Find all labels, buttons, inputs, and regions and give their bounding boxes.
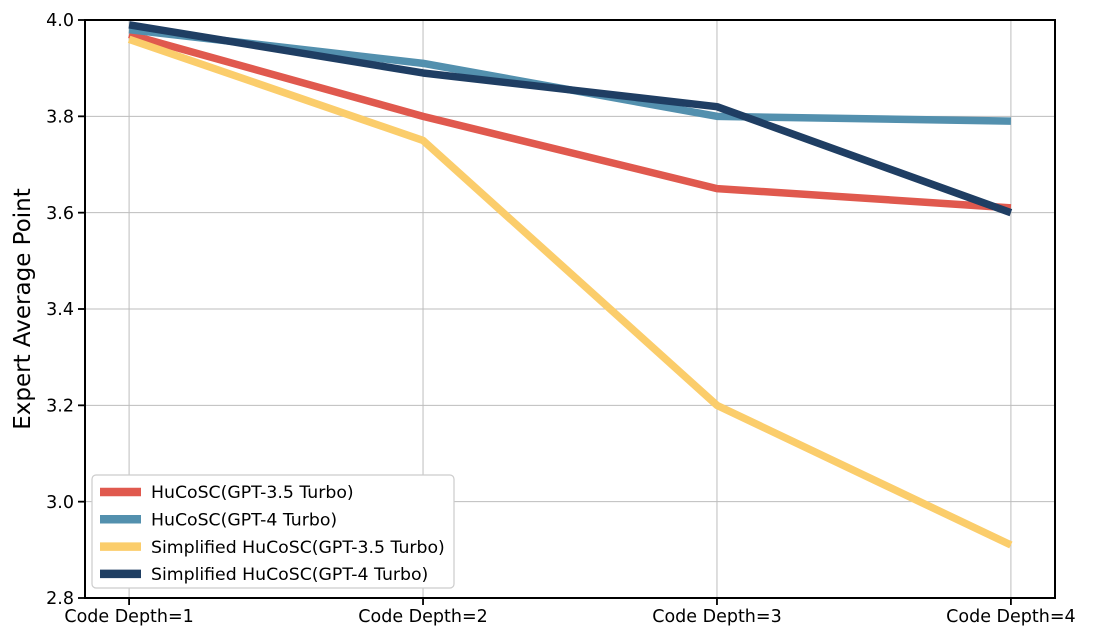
legend-label-hucosc-gpt-3-5-turbo: HuCoSC(GPT-3.5 Turbo): [151, 483, 354, 503]
x-tick-label: Code Depth=2: [358, 607, 487, 627]
y-tick-label: 4.0: [46, 11, 74, 31]
series-group: [127, 21, 1013, 549]
legend-label-simplified-hucosc-gpt-4-turbo: Simplified HuCoSC(GPT-4 Turbo): [151, 565, 428, 585]
series-line-simplified-hucosc-gpt-4-turbo: [128, 21, 1013, 217]
series-line-simplified-hucosc-gpt-3-5-turbo: [127, 35, 1013, 549]
y-tick-label: 3.4: [46, 300, 74, 320]
legend-box: [91, 474, 455, 589]
y-tick-label: 3.8: [46, 108, 74, 128]
x-tick-label: Code Depth=4: [946, 607, 1075, 627]
legend: HuCoSC(GPT-3.5 Turbo) HuCoSC(GPT-4 Turbo)…: [91, 474, 455, 589]
legend-label-hucosc-gpt-4-turbo: HuCoSC(GPT-4 Turbo): [151, 511, 337, 531]
x-tick-label: Code Depth=1: [64, 607, 193, 627]
x-tick-label: Code Depth=3: [652, 607, 781, 627]
series-line-hucosc-gpt-3-5-turbo: [128, 30, 1012, 212]
y-axis-label: Expert Average Point: [10, 188, 36, 430]
legend-label-simplified-hucosc-gpt-3-5-turbo: Simplified HuCoSC(GPT-3.5 Turbo): [151, 538, 445, 558]
y-tick-label: 2.8: [46, 589, 74, 609]
y-tick-label: 3.2: [46, 397, 74, 417]
y-tick-label: 3.6: [46, 204, 74, 224]
y-tick-label: 3.0: [46, 493, 74, 513]
axis-ticks: 2.8 3.0 3.2 3.4 3.6 3.8 4.0 Code Depth=1 Code De…: [46, 11, 1075, 627]
